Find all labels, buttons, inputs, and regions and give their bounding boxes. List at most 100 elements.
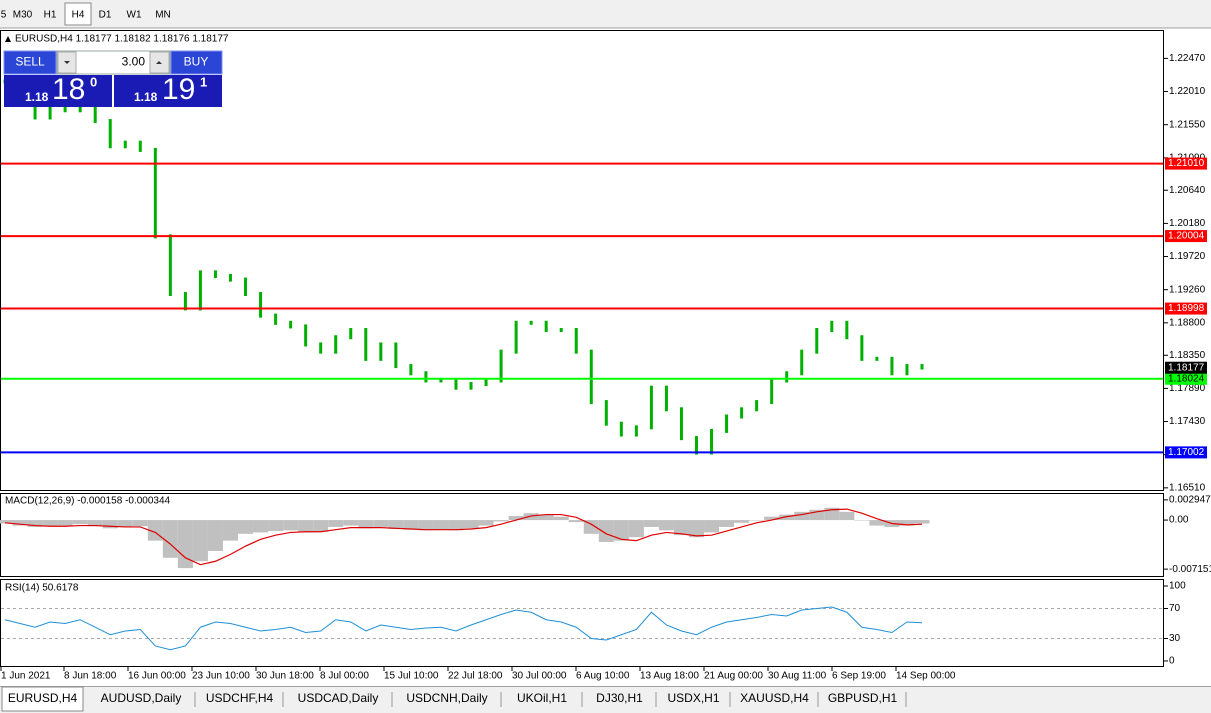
macd-histogram-bar <box>704 520 720 533</box>
macd-histogram-bar <box>658 520 674 531</box>
time-label: 15 Jul 10:00 <box>384 671 439 682</box>
price-bar <box>108 119 112 149</box>
price-bar <box>679 407 683 441</box>
y-tick-label: 0.002947 <box>1169 494 1211 505</box>
y-tick-label: 1.19720 <box>1169 251 1206 262</box>
macd-histogram-bar <box>283 520 299 531</box>
price-bar <box>725 414 729 433</box>
price-bar <box>198 270 202 311</box>
macd-histogram-bar <box>358 520 374 529</box>
price-bar <box>875 356 879 361</box>
chart-header: EURUSD,H4 1.18177 1.18182 1.18176 1.1817… <box>15 34 229 45</box>
symbol-tab[interactable] <box>586 689 653 709</box>
lot-input[interactable] <box>56 50 171 75</box>
symbol-tab[interactable] <box>734 689 815 709</box>
timeframe-button[interactable] <box>7 2 38 26</box>
macd-histogram-bar <box>253 520 269 533</box>
macd-signal-line <box>4 508 923 566</box>
time-label: 14 Sep 00:00 <box>896 671 956 682</box>
lot-value: 3.00 <box>122 55 146 69</box>
macd-histogram-bar <box>553 516 569 521</box>
price-bar <box>499 349 503 383</box>
macd-histogram-bar <box>463 520 479 529</box>
macd-histogram-bar <box>42 520 58 527</box>
symbol-tab[interactable] <box>199 689 280 709</box>
y-tick-label: 1.17890 <box>1169 383 1206 394</box>
macd-histogram-bar <box>523 513 539 521</box>
current-price-box <box>1165 361 1207 374</box>
buy-label: BUY <box>184 55 209 69</box>
macd-histogram-bar <box>673 520 689 536</box>
level-price-box <box>1165 157 1207 170</box>
sell-price-small: 1.18 <box>25 90 49 104</box>
price-bar <box>274 313 278 325</box>
y-tick-label: 30 <box>1169 633 1181 644</box>
buy-price-sup: 1 <box>200 74 207 89</box>
trade-panel: SELL 3.00 BUY 1.18 18 0 1.18 19 1 <box>3 50 223 107</box>
level-price-label: 1.18998 <box>1168 303 1205 314</box>
price-bar <box>740 407 744 419</box>
macd-histogram-bar <box>643 520 659 527</box>
timeframe-button[interactable] <box>64 2 92 26</box>
symbol-tab-label: EURUSD,H4 <box>8 691 78 705</box>
time-label: 8 Jul 00:00 <box>320 671 369 682</box>
symbol-tab[interactable] <box>505 689 579 709</box>
y-tick-label: 1.18800 <box>1169 317 1206 328</box>
macd-histogram-bar <box>343 520 359 526</box>
symbol-tab[interactable] <box>822 689 903 709</box>
level-price-label: 1.20004 <box>1168 231 1205 242</box>
price-bar <box>244 277 248 297</box>
time-label: 30 Aug 11:00 <box>768 671 827 682</box>
lot-up-arrow <box>156 61 162 64</box>
buy-price-box[interactable] <box>114 75 222 107</box>
macd-histogram-bar <box>613 520 629 541</box>
timeframe-button[interactable] <box>91 2 119 26</box>
symbol-tab[interactable] <box>90 689 192 709</box>
sell-button[interactable] <box>3 50 57 75</box>
timeframe-button[interactable] <box>0 2 8 26</box>
macd-histogram-bar <box>403 520 419 530</box>
level-price-box <box>1165 230 1207 243</box>
y-tick-label: 1.17430 <box>1169 416 1206 427</box>
macd-histogram-bar <box>238 520 254 534</box>
timeframe-label: H4 <box>72 10 85 21</box>
time-label: 6 Sep 19:00 <box>832 671 886 682</box>
y-tick-label: 1.21550 <box>1169 119 1206 130</box>
price-bar <box>123 140 127 149</box>
price-bar <box>860 335 864 361</box>
symbol-tab[interactable] <box>660 689 727 709</box>
timeframe-button[interactable] <box>37 2 63 26</box>
macd-histogram-bar <box>298 520 314 533</box>
price-bar <box>439 378 443 383</box>
price-bar <box>153 147 157 239</box>
price-bar <box>664 385 668 412</box>
macd-histogram-bar <box>433 520 449 530</box>
price-bar <box>830 320 834 333</box>
price-bar <box>845 320 849 340</box>
buy-button[interactable] <box>170 50 223 75</box>
price-bar <box>349 328 353 340</box>
symbol-tab-label: USDCNH,Daily <box>406 691 487 705</box>
symbol-tab[interactable] <box>396 689 498 709</box>
macd-histogram-bar <box>914 520 930 524</box>
price-bar <box>649 385 653 430</box>
symbol-tab[interactable] <box>1 686 84 712</box>
symbol-tab[interactable] <box>287 689 389 709</box>
sell-price-sup: 0 <box>90 74 97 89</box>
time-label: 22 Jul 18:00 <box>448 671 503 682</box>
macd-histogram-bar <box>373 520 389 527</box>
timeframe-button[interactable] <box>119 2 149 26</box>
price-bar <box>364 328 368 361</box>
macd-histogram-bar <box>688 520 705 538</box>
price-bar <box>514 320 518 354</box>
price-bar <box>484 378 488 387</box>
macd-histogram-bar <box>192 520 208 562</box>
timeframe-button[interactable] <box>149 2 177 26</box>
sell-price-box[interactable] <box>4 75 112 107</box>
price-bar <box>138 140 142 152</box>
macd-histogram-bar <box>538 514 554 521</box>
time-label: 23 Jun 10:00 <box>192 671 250 682</box>
macd-histogram-bar <box>12 520 28 526</box>
time-label: 1 Jun 2021 <box>1 671 51 682</box>
